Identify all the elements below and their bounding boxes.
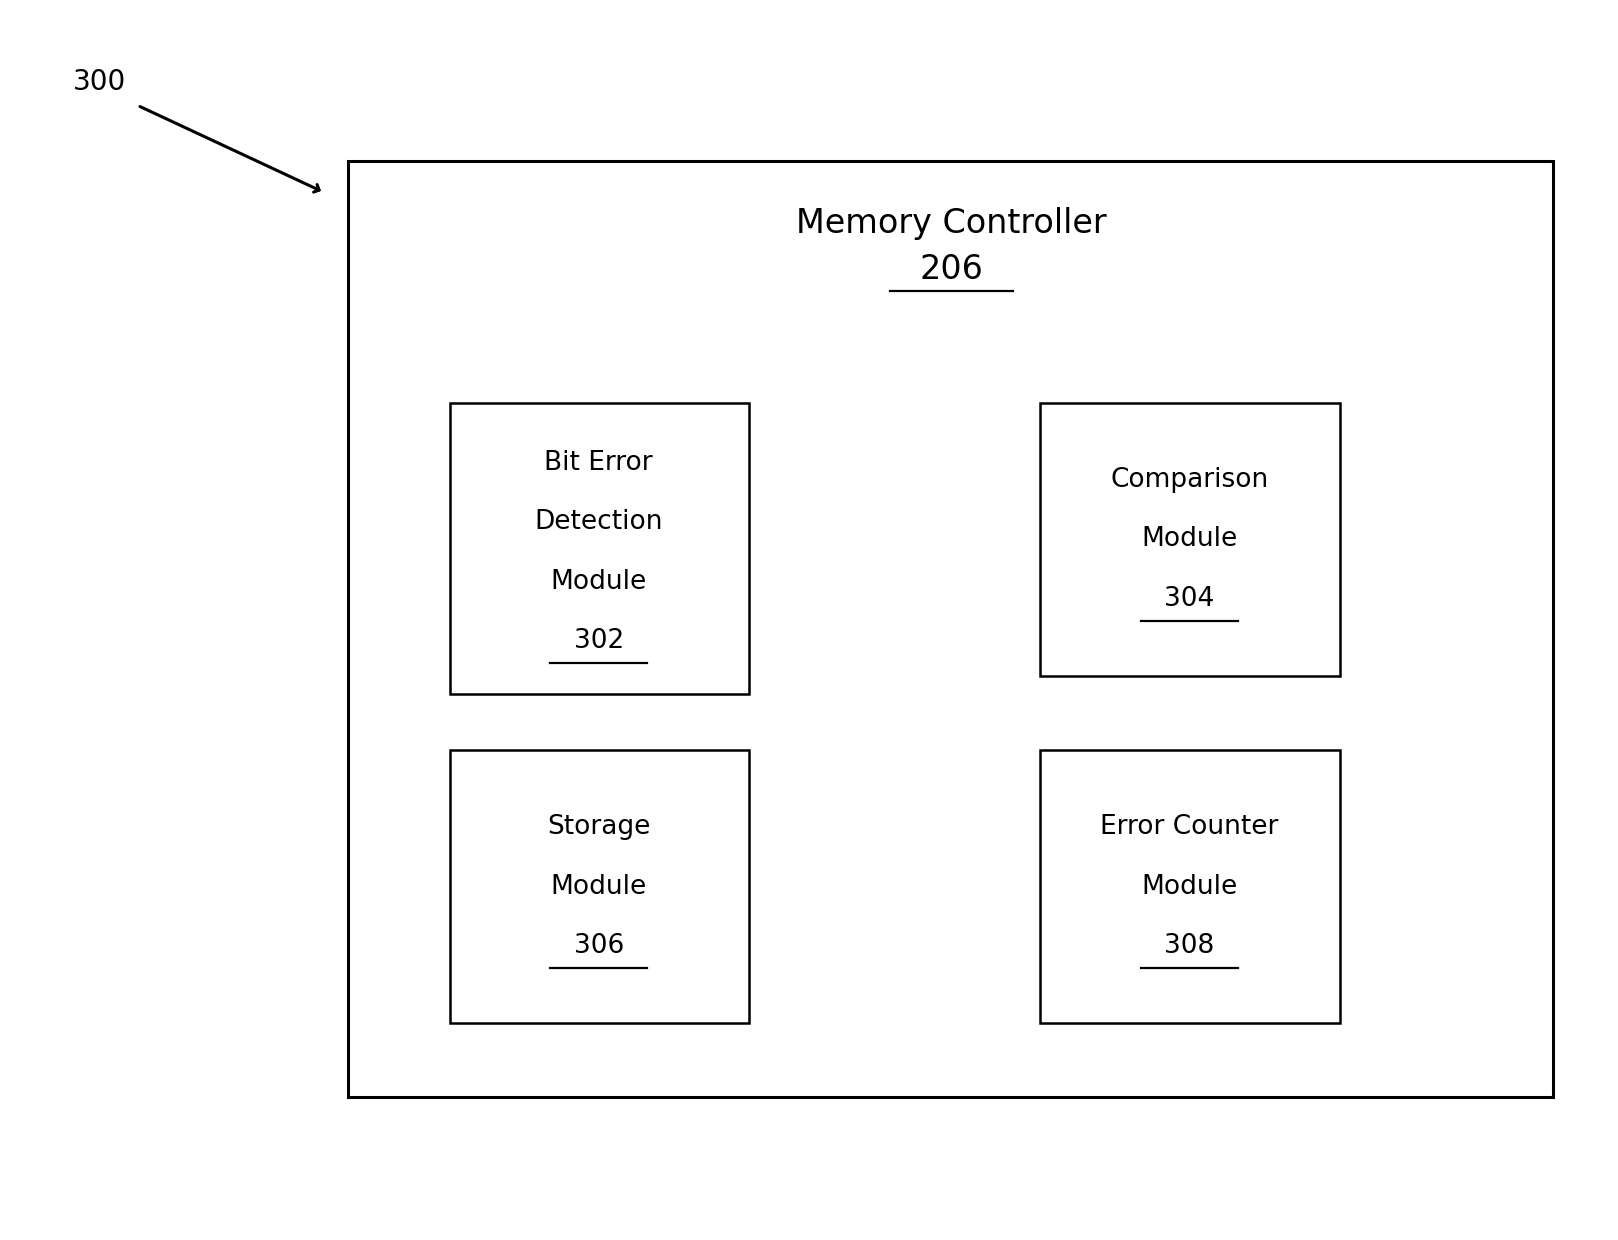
Text: Memory Controller: Memory Controller <box>796 207 1107 239</box>
Text: Module: Module <box>1141 527 1238 552</box>
Text: Comparison: Comparison <box>1110 467 1269 492</box>
Bar <box>348 161 1553 1097</box>
Text: Module: Module <box>550 569 647 594</box>
Bar <box>450 750 749 1023</box>
Text: 308: 308 <box>1163 934 1215 959</box>
Text: 302: 302 <box>573 629 625 653</box>
Text: Module: Module <box>550 874 647 899</box>
Bar <box>450 403 749 694</box>
Bar <box>1040 750 1340 1023</box>
Text: 300: 300 <box>73 68 126 97</box>
Text: Bit Error: Bit Error <box>544 450 654 475</box>
Text: Error Counter: Error Counter <box>1100 815 1278 839</box>
Text: 304: 304 <box>1163 587 1215 611</box>
Text: 306: 306 <box>573 934 625 959</box>
Text: Module: Module <box>1141 874 1238 899</box>
Text: Storage: Storage <box>547 815 650 839</box>
Bar <box>1040 403 1340 676</box>
Text: 206: 206 <box>919 253 984 285</box>
Text: Detection: Detection <box>534 510 663 534</box>
